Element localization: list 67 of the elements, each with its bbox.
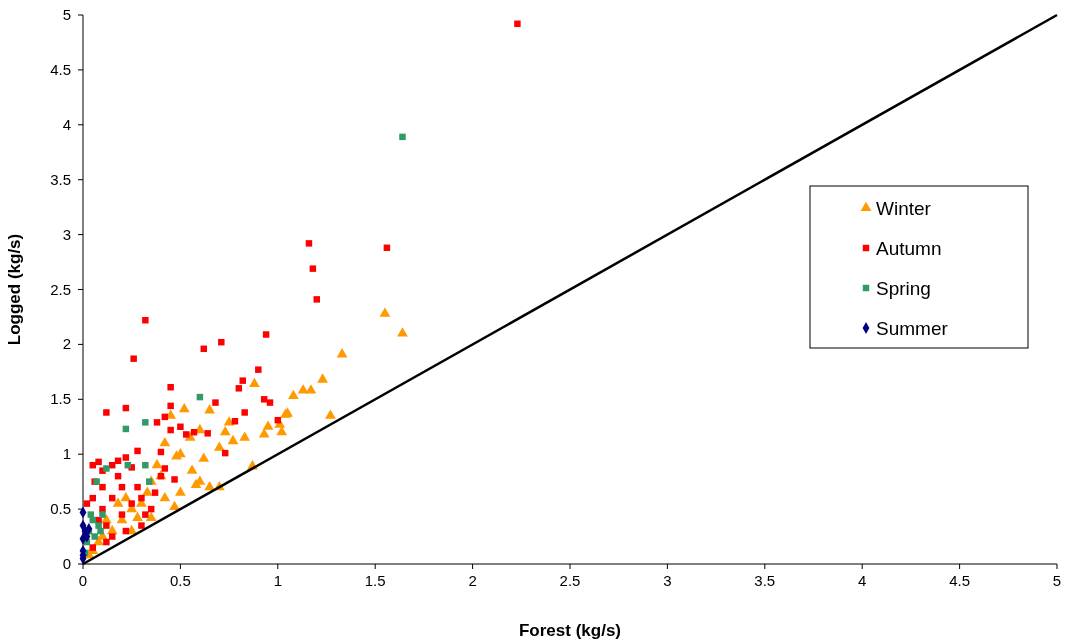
point — [305, 384, 317, 394]
y-tick-label: 1.5 — [50, 390, 71, 408]
point — [145, 511, 157, 521]
y-tick-label: 4.5 — [50, 60, 71, 78]
y-tick-label: 4 — [62, 115, 71, 133]
point — [219, 426, 231, 436]
x-tick-label: 2.5 — [559, 572, 581, 589]
x-tick-label: 4.5 — [949, 572, 971, 589]
point — [142, 419, 149, 426]
point — [87, 511, 95, 518]
point — [198, 452, 210, 462]
point — [399, 133, 406, 141]
y-tick-label: 3 — [62, 225, 71, 243]
point — [91, 533, 98, 540]
y-tick-label: 2 — [62, 335, 71, 353]
point — [103, 465, 110, 472]
point — [204, 404, 215, 414]
x-tick-label: 2 — [468, 572, 477, 589]
point — [190, 478, 202, 489]
point — [175, 486, 186, 496]
x-tick-label: 1 — [273, 572, 282, 589]
point — [97, 527, 104, 535]
legend-label: Winter — [876, 198, 932, 219]
x-tick-label: 5 — [1052, 572, 1062, 589]
point — [379, 307, 391, 317]
point — [249, 377, 260, 388]
y-tick-label: 0.5 — [50, 500, 71, 518]
y-tick-label: 1 — [62, 445, 71, 463]
point — [132, 511, 143, 521]
y-tick-label: 3.5 — [50, 170, 71, 188]
point — [204, 480, 215, 491]
point — [325, 409, 336, 419]
y-axis-title: Logged (kg/s) — [5, 233, 24, 346]
legend-label: Autumn — [876, 238, 942, 259]
point — [276, 426, 288, 436]
point — [151, 458, 163, 469]
point — [142, 461, 149, 469]
x-axis-title: Forest (kg/s) — [518, 621, 622, 640]
point — [227, 434, 239, 445]
point — [397, 327, 408, 337]
point — [186, 464, 198, 474]
point — [99, 511, 106, 518]
x-tick-label: 1.5 — [364, 572, 386, 589]
point — [159, 437, 171, 447]
point — [178, 402, 190, 413]
point — [141, 486, 153, 496]
legend-label: Spring — [876, 278, 931, 299]
point — [317, 373, 328, 383]
x-tick-label: 0.5 — [169, 572, 191, 589]
y-tick-label: 5 — [62, 6, 71, 23]
x-tick-label: 4 — [858, 572, 867, 589]
point — [258, 428, 270, 438]
legend-label: Summer — [876, 318, 949, 339]
x-tick-label: 3.5 — [754, 572, 776, 589]
point — [262, 420, 274, 430]
point — [336, 348, 348, 358]
x-tick-label: 0 — [78, 572, 88, 589]
point — [112, 497, 124, 507]
point — [145, 478, 153, 485]
point — [159, 491, 171, 502]
point — [169, 500, 180, 511]
y-tick-label: 0 — [62, 555, 71, 572]
point — [239, 431, 251, 441]
y-tick-label: 2.5 — [50, 280, 71, 298]
x-tick-label: 3 — [663, 572, 672, 589]
point — [213, 441, 225, 451]
point — [288, 389, 299, 400]
